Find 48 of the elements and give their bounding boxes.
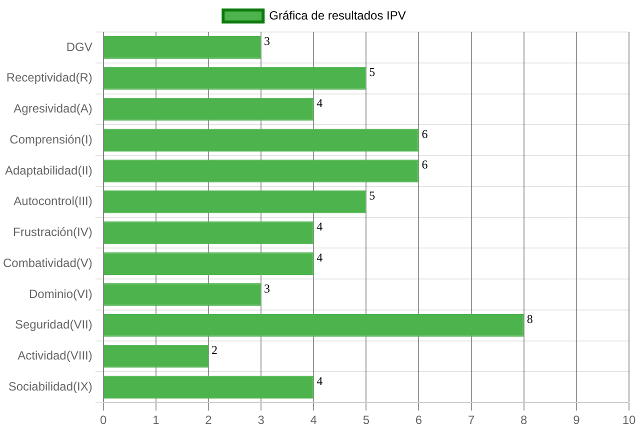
data-label: 4: [316, 250, 323, 264]
y-tick-label: Combatividad(V): [2, 256, 92, 270]
x-tick-label: 8: [520, 413, 528, 428]
y-tick-label: Actividad(VIII): [18, 348, 92, 363]
y-tick-label: Adaptabilidad(II): [4, 163, 92, 178]
x-tick-label: 9: [573, 413, 580, 428]
x-tick-label: 4: [310, 413, 318, 428]
data-label: 3: [264, 281, 270, 296]
x-tick-label: 1: [152, 413, 160, 428]
bar: [104, 66, 366, 90]
x-tick-label: 6: [415, 413, 422, 428]
x-tick-label: 3: [258, 413, 265, 428]
bar: [104, 314, 524, 337]
y-tick-label: DGV: [66, 40, 92, 54]
y-tick-label: Comprensión(I): [10, 132, 92, 146]
y-tick-label: Seguridad(VII): [14, 318, 92, 332]
bar: [104, 376, 314, 399]
data-label: 5: [369, 188, 376, 203]
x-tick-label: 5: [362, 413, 370, 428]
x-tick-label: 2: [205, 413, 212, 428]
data-label: 5: [369, 65, 376, 80]
data-label: 4: [316, 96, 323, 110]
bar: [104, 252, 314, 276]
bar: [104, 283, 262, 306]
y-tick-label: Agresividad(A): [14, 102, 92, 116]
bar: [104, 36, 262, 59]
bar: [104, 344, 208, 368]
data-label: 8: [526, 312, 533, 326]
data-label: 2: [211, 343, 218, 358]
bar: [104, 160, 419, 182]
bar: [104, 221, 314, 244]
data-label: 4: [316, 220, 323, 234]
y-tick-label: Dominio(VI): [29, 286, 92, 301]
x-tick-label: 7: [468, 413, 475, 428]
x-tick-label: 10: [622, 413, 636, 428]
data-label: 3: [264, 34, 270, 48]
y-tick-label: Autocontrol(III): [14, 194, 92, 208]
y-tick-label: Sociabilidad(IX): [8, 379, 92, 394]
bar: [104, 190, 366, 214]
bar: [104, 128, 419, 152]
y-tick-label: Frustración(IV): [13, 225, 92, 240]
y-tick-label: Receptividad(R): [6, 70, 92, 85]
data-label: 4: [316, 374, 323, 388]
bar: [104, 98, 314, 121]
x-tick-label: 0: [100, 413, 108, 428]
legend-label: Gráfica de resultados IPV: [269, 8, 406, 22]
data-label: 6: [422, 126, 428, 141]
data-label: 6: [422, 158, 428, 172]
